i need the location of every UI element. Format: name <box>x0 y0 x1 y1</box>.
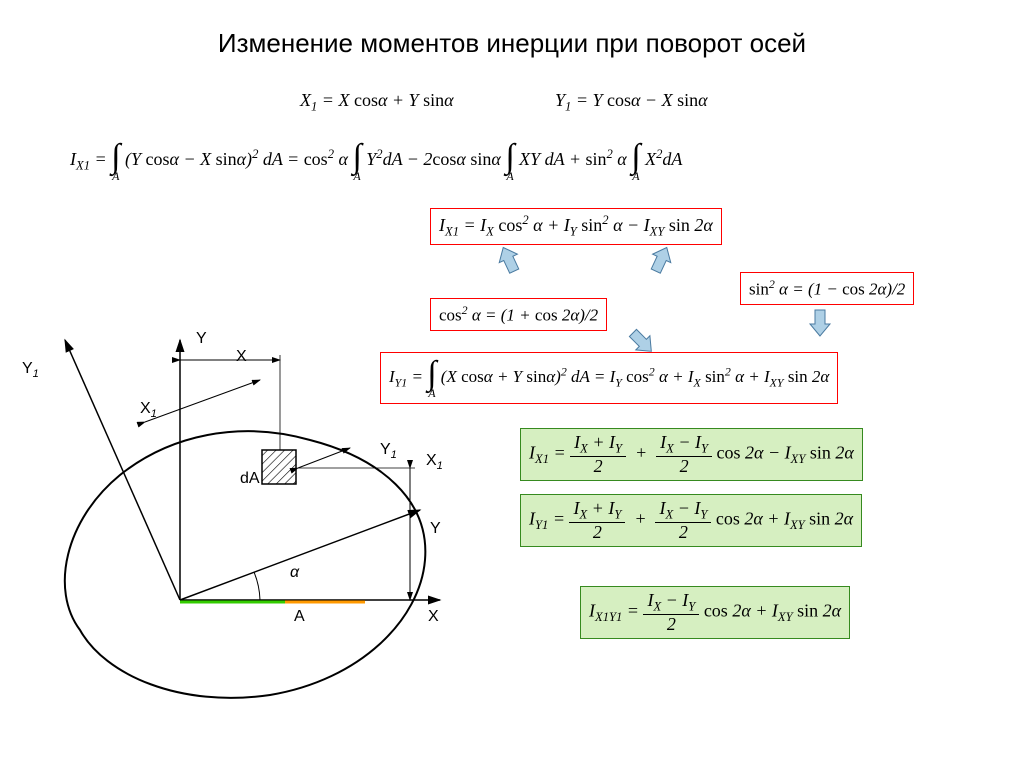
arrow-curve-down-icon <box>626 326 659 359</box>
label-A: A <box>294 608 305 626</box>
label-alpha: α <box>290 564 299 582</box>
label-dA: dA <box>240 470 260 488</box>
label-X-axis: X <box>428 608 439 626</box>
label-X-dim: X <box>236 348 247 366</box>
arrow-down-icon <box>810 310 830 336</box>
label-X1-dim: X1 <box>140 400 157 420</box>
label-Y1: Y1 <box>22 360 39 380</box>
arrow-up-left-icon <box>494 243 523 275</box>
label-X1-axis: X1 <box>426 452 443 472</box>
arrow-up-right-icon <box>647 243 676 275</box>
label-Y-dim: Y <box>430 520 441 538</box>
label-Y: Y <box>196 330 207 348</box>
label-Y1-small: Y1 <box>380 441 397 461</box>
